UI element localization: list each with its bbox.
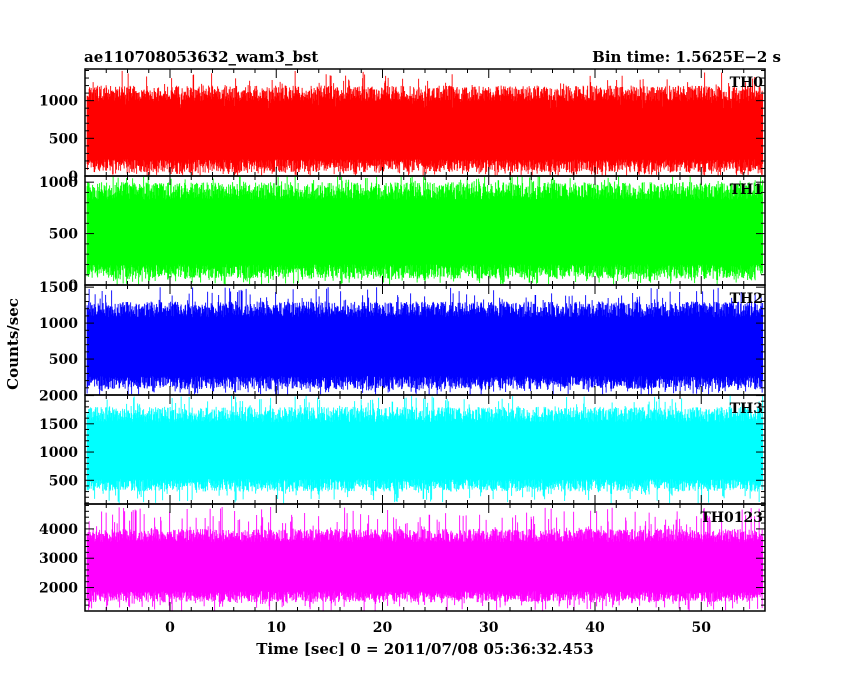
series-th2-trace	[86, 287, 764, 395]
y-tick-label: 1000	[39, 316, 78, 332]
y-tick-label: 1000	[39, 175, 78, 191]
series-th3-trace	[86, 395, 764, 504]
panel-th0-label: TH0	[730, 75, 764, 91]
panel-th2: 500 1000 1500 TH2	[39, 280, 766, 396]
series-th0-trace	[86, 70, 764, 176]
panel-th3-label: TH3	[730, 401, 763, 417]
x-axis-label: Time [sec] 0 = 2011/07/08 05:36:32.453	[256, 640, 593, 658]
panel-th2-label: TH2	[730, 291, 763, 307]
x-tick-label: 50	[692, 620, 712, 636]
y-tick-label: 1000	[39, 445, 78, 461]
y-tick-label: 0	[68, 169, 78, 185]
x-tick-label: 0	[165, 620, 175, 636]
series-th1-trace	[86, 176, 764, 285]
y-tick-label: 3000	[39, 551, 78, 567]
title-right: Bin time: 1.5625E−2 s	[592, 48, 781, 66]
y-tick-label: 500	[49, 352, 78, 368]
y-axis-label: Counts/sec	[4, 298, 22, 390]
panel-th3: 500 1000 1500 2000 TH3	[39, 389, 766, 505]
y-tick-label: 4000	[39, 522, 78, 538]
title-left: ae110708053632_wam3_bst	[84, 48, 318, 66]
panel-th0123: 2000 3000 4000 TH0123	[39, 503, 766, 612]
x-tick-label: 20	[373, 620, 393, 636]
y-tick-label: 500	[49, 473, 78, 489]
x-tick-label: 10	[267, 620, 287, 636]
panel-th1-label: TH1	[730, 182, 763, 198]
y-tick-label: 500	[49, 227, 78, 243]
panel-th0123-label: TH0123	[700, 510, 763, 526]
series-th0123-trace	[86, 506, 764, 611]
y-tick-label: 500	[49, 131, 78, 147]
y-tick-label: 1500	[39, 417, 78, 433]
y-tick-label: 2000	[39, 581, 78, 597]
x-tick-label: 30	[479, 620, 499, 636]
y-tick-label: 1500	[39, 280, 78, 296]
panel-th1: 0 500 1000 TH1	[39, 175, 766, 294]
y-tick-label: 0	[68, 278, 78, 294]
x-tick-label: 40	[585, 620, 605, 636]
y-tick-label: 1000	[39, 94, 78, 110]
panel-th0: 0 500 1000 TH0	[39, 68, 766, 185]
y-tick-label: 2000	[39, 389, 78, 405]
